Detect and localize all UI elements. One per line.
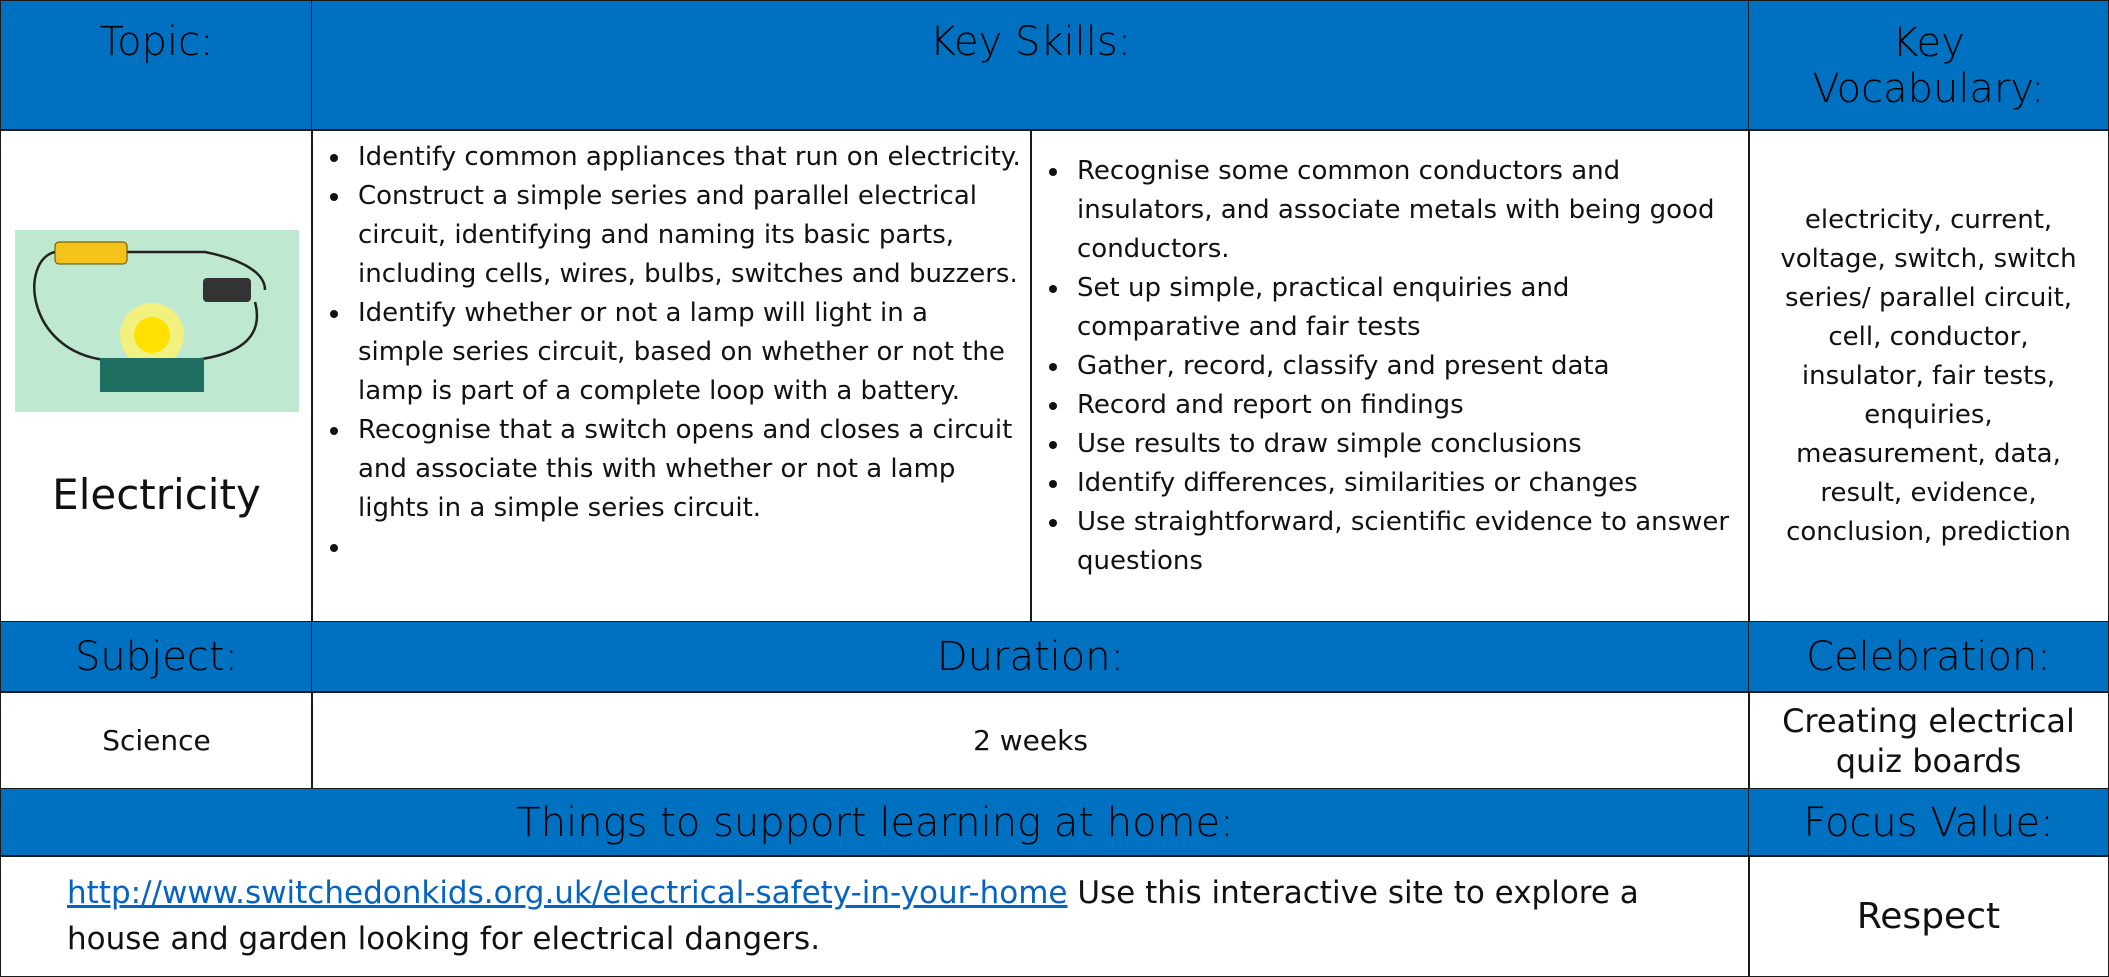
skill-item: Use straightforward, scientific evidence… bbox=[1071, 503, 1739, 581]
skill-item: Gather, record, classify and present dat… bbox=[1071, 347, 1739, 386]
skills-cell: Identify common appliances that run on e… bbox=[311, 129, 1032, 623]
header-text: Celebration: bbox=[1806, 634, 2051, 680]
skill-item: Identify common appliances that run on e… bbox=[352, 138, 1021, 177]
header-text: Key Vocabulary: bbox=[1812, 19, 2045, 112]
skills-list: Recognise some common conductors and ins… bbox=[1031, 152, 1739, 581]
header-text: Things to support learning at home: bbox=[516, 799, 1234, 846]
skill-item: Identify whether or not a lamp will ligh… bbox=[352, 294, 1021, 411]
header-text: Focus Value: bbox=[1803, 799, 2054, 846]
header-cell: Things to support learning at home: bbox=[0, 788, 1750, 857]
skills-list: Identify common appliances that run on e… bbox=[312, 138, 1021, 567]
home-content: http://www.switchedonkids.org.uk/electri… bbox=[67, 870, 1689, 962]
skill-item: Set up simple, practical enquiries and c… bbox=[1071, 269, 1739, 347]
header-cell: Key Vocabulary: bbox=[1748, 0, 2109, 131]
skill-item: Identify differences, similarities or ch… bbox=[1071, 464, 1739, 503]
skill-item: Record and report on findings bbox=[1071, 386, 1739, 425]
skill-item: Use results to draw simple conclusions bbox=[1071, 425, 1739, 464]
skill-item: Recognise some common conductors and ins… bbox=[1071, 152, 1739, 269]
focus-value-cell: Respect bbox=[1748, 855, 2109, 977]
home-text: Use this interactive site to explore a h… bbox=[67, 875, 1639, 957]
duration-text: 2 weeks bbox=[973, 724, 1088, 757]
header-cell: Celebration: bbox=[1748, 621, 2109, 693]
header-cell: Topic: bbox=[0, 0, 313, 131]
duration-cell: 2 weeks bbox=[311, 691, 1750, 790]
header-text: Subject: bbox=[74, 634, 238, 680]
header-text: Duration: bbox=[936, 634, 1125, 680]
skill-item: Construct a simple series and parallel e… bbox=[352, 177, 1021, 294]
home-cell: http://www.switchedonkids.org.uk/electri… bbox=[0, 855, 1750, 977]
skills-cell: Recognise some common conductors and ins… bbox=[1030, 129, 1750, 623]
subject-text: Science bbox=[102, 724, 211, 757]
header-cell: Key Skills: bbox=[311, 0, 1750, 131]
topic-cell: Electricity bbox=[0, 129, 313, 623]
header-cell: Duration: bbox=[311, 621, 1750, 693]
header-cell: Subject: bbox=[0, 621, 313, 693]
vocabulary-cell: electricity, current, voltage, switch, s… bbox=[1748, 129, 2109, 623]
circuit-image bbox=[14, 230, 299, 412]
skill-item: Recognise that a switch opens and closes… bbox=[352, 411, 1021, 528]
celebration-text: Creating electrical quiz boards bbox=[1782, 701, 2075, 780]
header-cell: Focus Value: bbox=[1748, 788, 2109, 857]
focus-value-text: Respect bbox=[1856, 895, 2001, 937]
celebration-cell: Creating electrical quiz boards bbox=[1748, 691, 2109, 790]
header-text: Topic: bbox=[99, 19, 214, 65]
vocabulary-text: electricity, current, voltage, switch, s… bbox=[1780, 204, 2077, 547]
empty-bullet bbox=[352, 528, 1021, 567]
subject-cell: Science bbox=[0, 691, 313, 790]
home-link[interactable]: http://www.switchedonkids.org.uk/electri… bbox=[67, 875, 1068, 911]
header-text: Key Skills: bbox=[929, 19, 1132, 65]
topic-name: Electricity bbox=[52, 470, 261, 519]
